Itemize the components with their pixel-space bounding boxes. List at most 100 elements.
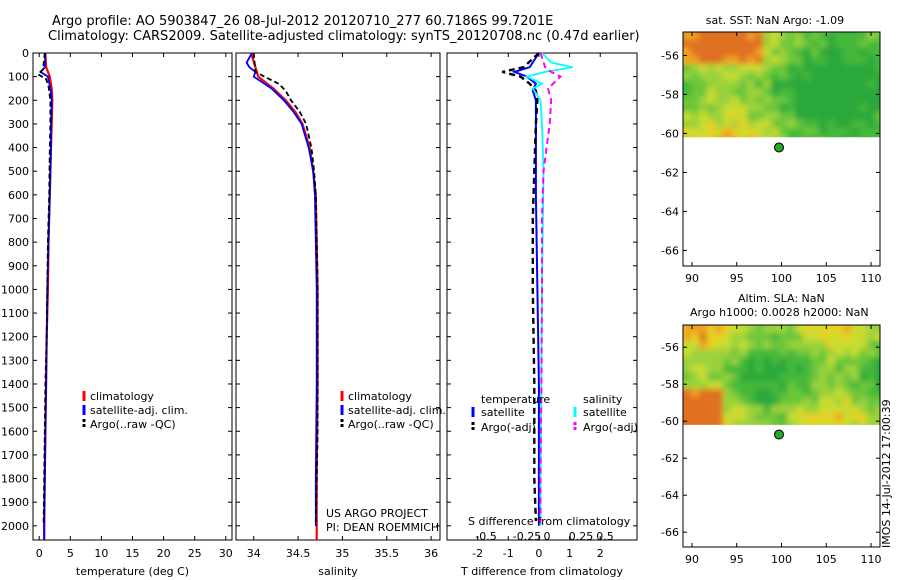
map-x-tick-label: 110 <box>861 272 882 285</box>
legend-label: Argo(..raw -QC) <box>348 418 434 431</box>
x-tick-label: 0 <box>36 547 43 560</box>
series-line-climatology <box>250 52 319 540</box>
x-tick-label: 15 <box>126 547 140 560</box>
project-annotation: PI: DEAN ROEMMICH <box>326 521 439 534</box>
map-x-tick-label: 90 <box>685 553 699 566</box>
top-x-tick-label: -0.25 <box>513 530 541 543</box>
timestamp-watermark: IMOS 14-Jul-2012 17:00:39 <box>880 399 893 548</box>
map-x-tick-label: 100 <box>771 272 792 285</box>
depth-tick-label: 100 <box>8 71 29 84</box>
argo-float-marker <box>773 429 784 440</box>
map-x-tick-label: 90 <box>685 272 699 285</box>
depth-tick-label: 1800 <box>1 473 29 486</box>
map-x-tick-label: 100 <box>771 553 792 566</box>
profile-axes-box <box>235 52 441 541</box>
depth-tick-label: 600 <box>8 189 29 202</box>
legend-label: satellite <box>481 406 525 419</box>
map-y-tick-label: -58 <box>661 88 679 101</box>
x-tick-label: 20 <box>157 547 171 560</box>
top-axis-label: S difference from climatology <box>468 515 631 528</box>
x-axis-label: salinity <box>318 565 358 578</box>
figure-subtitle: Climatology: CARS2009. Satellite-adjuste… <box>48 29 640 44</box>
depth-tick-label: 300 <box>8 118 29 131</box>
x-tick-label: 34.5 <box>286 547 311 560</box>
legend-label: Argo(-adj) <box>481 421 536 434</box>
depth-tick-label: 1200 <box>1 331 29 344</box>
project-annotation: US ARGO PROJECT <box>326 507 428 520</box>
top-x-tick-label: 0.5 <box>596 530 614 543</box>
map-y-tick-label: -66 <box>661 526 679 539</box>
legend-label: climatology <box>90 390 154 403</box>
map-y-tick-label: -60 <box>661 127 679 140</box>
top-x-tick-label: 0 <box>544 530 551 543</box>
figure-title: Argo profile: AO 5903847_26 08-Jul-2012 … <box>52 14 554 29</box>
x-tick-label: 34 <box>247 547 261 560</box>
legend-header-salinity: salinity <box>583 393 623 406</box>
map-x-tick-label: 110 <box>861 553 882 566</box>
argo-float-marker <box>773 142 784 153</box>
map-title: sat. SST: NaN Argo: -1.09 <box>706 14 844 27</box>
depth-tick-label: 1500 <box>1 402 29 415</box>
series-line-salinity-argo-adj- <box>539 52 563 526</box>
map-x-tick-label: 105 <box>816 272 837 285</box>
x-axis-label: temperature (deg C) <box>76 565 189 578</box>
x-tick-label: -1 <box>503 547 514 560</box>
depth-tick-label: 500 <box>8 165 29 178</box>
map-x-tick-label: 95 <box>730 272 744 285</box>
depth-tick-label: 1900 <box>1 496 29 509</box>
x-tick-label: 0 <box>535 547 542 560</box>
x-tick-label: 35 <box>335 547 349 560</box>
heatmap-field <box>683 325 880 425</box>
depth-tick-label: 1300 <box>1 354 29 367</box>
legend-label: Argo(..raw -QC) <box>90 418 176 431</box>
depth-tick-label: 800 <box>8 236 29 249</box>
map-y-tick-label: -64 <box>661 489 679 502</box>
legend-label: satellite <box>583 406 627 419</box>
x-tick-label: 25 <box>188 547 202 560</box>
depth-tick-label: 700 <box>8 212 29 225</box>
top-x-tick-label: 0.25 <box>569 530 594 543</box>
depth-tick-label: 2000 <box>1 520 29 533</box>
series-line-temperature-argo-adj- <box>501 52 540 522</box>
depth-tick-label: 1100 <box>1 307 29 320</box>
x-tick-label: 35.5 <box>375 547 400 560</box>
x-axis-label: T difference from climatology <box>460 565 623 578</box>
series-line-satellite-adj-clim- <box>245 52 318 526</box>
map-y-tick-label: -62 <box>661 166 679 179</box>
x-tick-label: 2 <box>597 547 604 560</box>
map-y-tick-label: -58 <box>661 378 679 391</box>
map-y-tick-label: -56 <box>661 49 679 62</box>
x-tick-label: 30 <box>219 547 233 560</box>
depth-tick-label: 1600 <box>1 425 29 438</box>
depth-tick-label: 400 <box>8 142 29 155</box>
heatmap-field <box>683 32 880 138</box>
profile-axes-box <box>32 52 233 541</box>
depth-tick-label: 0 <box>22 47 29 60</box>
legend-label: satellite-adj. clim. <box>90 404 188 417</box>
map-x-tick-label: 95 <box>730 553 744 566</box>
series-line-temperature-satellite <box>511 52 540 526</box>
series-line-argo-raw-qc- <box>252 52 319 526</box>
map-title: Altim. SLA: NaN <box>738 292 825 305</box>
depth-tick-label: 900 <box>8 260 29 273</box>
x-tick-label: 10 <box>94 547 108 560</box>
x-tick-label: -2 <box>472 547 483 560</box>
map-y-tick-label: -62 <box>661 452 679 465</box>
series-line-argo-raw-qc- <box>36 52 52 526</box>
map-y-tick-label: -64 <box>661 205 679 218</box>
legend-label: satellite-adj. clim. <box>348 404 446 417</box>
depth-tick-label: 1400 <box>1 378 29 391</box>
map-y-tick-label: -60 <box>661 415 679 428</box>
legend-header-temperature: temperature <box>481 393 550 406</box>
map-x-tick-label: 105 <box>816 553 837 566</box>
legend-label: climatology <box>348 390 412 403</box>
x-tick-label: 5 <box>67 547 74 560</box>
depth-tick-label: 1700 <box>1 449 29 462</box>
legend-label: Argo(-adj) <box>583 421 638 434</box>
depth-tick-label: 200 <box>8 94 29 107</box>
map-y-tick-label: -66 <box>661 244 679 257</box>
x-tick-label: 1 <box>566 547 573 560</box>
top-x-tick-label: -0.5 <box>475 530 496 543</box>
map-y-tick-label: -56 <box>661 341 679 354</box>
